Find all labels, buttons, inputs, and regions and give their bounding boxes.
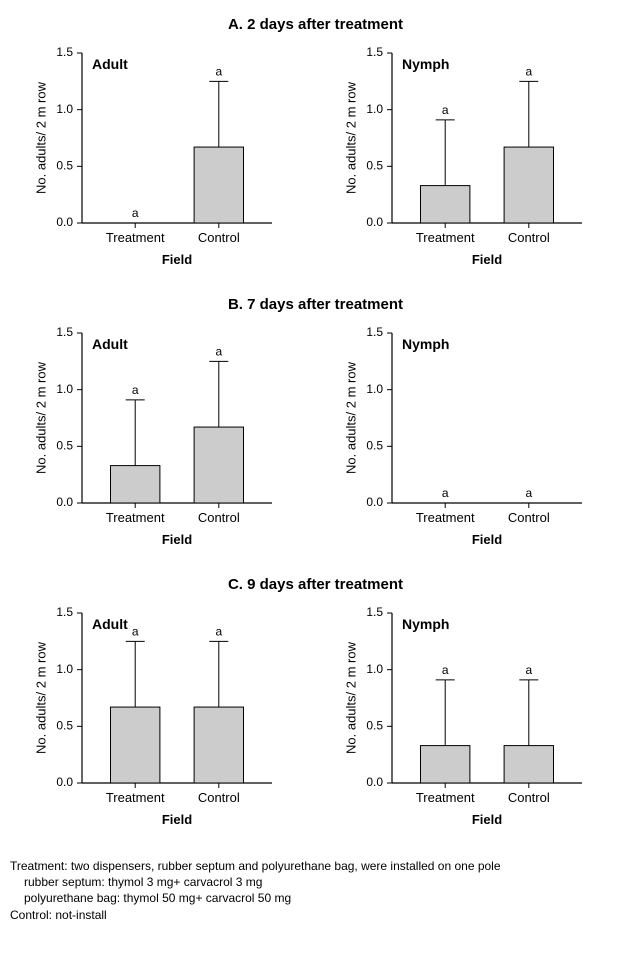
y-tick-label: 1.5 — [56, 605, 73, 619]
footnote-line: polyurethane bag: thymol 50 mg+ carvacro… — [10, 890, 621, 906]
y-axis-label: No. adults/ 2 m row — [33, 361, 48, 474]
x-tick-label: Control — [507, 510, 549, 525]
y-axis-label: No. adults/ 2 m row — [33, 81, 48, 194]
y-axis-label: No. adults/ 2 m row — [343, 361, 358, 474]
chart-panel: 0.0 0.5 1.0 1.5 No. adults/ 2 m row Treatment… — [336, 35, 606, 285]
significance-label: a — [215, 624, 222, 638]
x-tick-label: Control — [197, 510, 239, 525]
y-tick-label: 0.5 — [366, 719, 383, 733]
significance-label: a — [215, 344, 222, 358]
x-tick-label: Control — [197, 790, 239, 805]
y-tick-label: 1.0 — [366, 102, 383, 116]
x-axis-label: Field — [471, 532, 501, 547]
bar — [194, 707, 243, 783]
panel-inside-label: Nymph — [402, 336, 449, 352]
significance-label: a — [525, 64, 532, 78]
bar — [504, 147, 553, 223]
panel: 0.0 0.5 1.0 1.5 No. adults/ 2 m row Treatment… — [26, 595, 296, 850]
bar — [504, 746, 553, 783]
row-title: B. 7 days after treatment — [10, 296, 621, 313]
y-tick-label: 0.0 — [366, 215, 383, 229]
y-tick-label: 1.0 — [56, 662, 73, 676]
footnote-line: Control: not-install — [10, 907, 621, 923]
y-tick-label: 1.5 — [56, 325, 73, 339]
panel-row: 0.0 0.5 1.0 1.5 No. adults/ 2 m row Treatment… — [10, 35, 621, 290]
figure: A. 2 days after treatment 0.0 0.5 1.0 1.5 No.… — [10, 16, 621, 923]
y-tick-label: 1.0 — [56, 102, 73, 116]
bar — [110, 707, 159, 783]
bar — [110, 466, 159, 503]
y-tick-label: 0.0 — [56, 495, 73, 509]
panel: 0.0 0.5 1.0 1.5 No. adults/ 2 m row Treatment… — [26, 315, 296, 570]
panel-inside-label: Nymph — [402, 56, 449, 72]
y-tick-label: 0.5 — [56, 159, 73, 173]
significance-label: a — [441, 103, 448, 117]
y-tick-label: 1.0 — [366, 382, 383, 396]
significance-label: a — [441, 486, 448, 500]
chart-panel: 0.0 0.5 1.0 1.5 No. adults/ 2 m row Treatment… — [336, 595, 606, 845]
x-axis-label: Field — [161, 252, 191, 267]
chart-panel: 0.0 0.5 1.0 1.5 No. adults/ 2 m row Treatment… — [26, 595, 296, 845]
x-axis-label: Field — [471, 812, 501, 827]
y-axis-label: No. adults/ 2 m row — [343, 81, 358, 194]
x-tick-label: Control — [507, 230, 549, 245]
panel: 0.0 0.5 1.0 1.5 No. adults/ 2 m row Treatment… — [336, 315, 606, 570]
panel: 0.0 0.5 1.0 1.5 No. adults/ 2 m row Treatment… — [26, 35, 296, 290]
panel-row: 0.0 0.5 1.0 1.5 No. adults/ 2 m row Treatment… — [10, 315, 621, 570]
x-tick-label: Treatment — [105, 510, 164, 525]
x-tick-label: Control — [197, 230, 239, 245]
panel: 0.0 0.5 1.0 1.5 No. adults/ 2 m row Treatment… — [336, 595, 606, 850]
footnote: Treatment: two dispensers, rubber septum… — [10, 858, 621, 923]
y-tick-label: 0.5 — [366, 439, 383, 453]
y-tick-label: 1.5 — [366, 605, 383, 619]
bar — [194, 147, 243, 223]
significance-label: a — [525, 486, 532, 500]
significance-label: a — [441, 663, 448, 677]
significance-label: a — [131, 624, 138, 638]
x-tick-label: Treatment — [415, 510, 474, 525]
x-axis-label: Field — [161, 532, 191, 547]
y-tick-label: 1.0 — [366, 662, 383, 676]
footnote-line: Treatment: two dispensers, rubber septum… — [10, 858, 621, 874]
y-axis-label: No. adults/ 2 m row — [33, 641, 48, 754]
y-tick-label: 0.5 — [366, 159, 383, 173]
y-tick-label: 1.0 — [56, 382, 73, 396]
y-tick-label: 1.5 — [366, 45, 383, 59]
significance-label: a — [525, 663, 532, 677]
significance-label: a — [131, 383, 138, 397]
panel-inside-label: Adult — [92, 56, 128, 72]
panel-row: 0.0 0.5 1.0 1.5 No. adults/ 2 m row Treatment… — [10, 595, 621, 850]
x-tick-label: Treatment — [105, 230, 164, 245]
chart-panel: 0.0 0.5 1.0 1.5 No. adults/ 2 m row Treatment… — [26, 35, 296, 285]
panel-inside-label: Adult — [92, 616, 128, 632]
x-tick-label: Treatment — [105, 790, 164, 805]
y-tick-label: 0.5 — [56, 439, 73, 453]
chart-panel: 0.0 0.5 1.0 1.5 No. adults/ 2 m row Treatment… — [336, 315, 606, 565]
y-tick-label: 1.5 — [366, 325, 383, 339]
row-title: A. 2 days after treatment — [10, 16, 621, 33]
x-tick-label: Control — [507, 790, 549, 805]
significance-label: a — [215, 64, 222, 78]
bar — [420, 186, 469, 223]
row-title: C. 9 days after treatment — [10, 576, 621, 593]
bar — [420, 746, 469, 783]
panel: 0.0 0.5 1.0 1.5 No. adults/ 2 m row Treatment… — [336, 35, 606, 290]
y-tick-label: 0.0 — [56, 775, 73, 789]
y-tick-label: 0.0 — [366, 495, 383, 509]
chart-panel: 0.0 0.5 1.0 1.5 No. adults/ 2 m row Treatment… — [26, 315, 296, 565]
panel-inside-label: Nymph — [402, 616, 449, 632]
y-tick-label: 1.5 — [56, 45, 73, 59]
x-axis-label: Field — [161, 812, 191, 827]
x-tick-label: Treatment — [415, 790, 474, 805]
bar — [194, 427, 243, 503]
y-tick-label: 0.5 — [56, 719, 73, 733]
y-axis-label: No. adults/ 2 m row — [343, 641, 358, 754]
x-tick-label: Treatment — [415, 230, 474, 245]
footnote-line: rubber septum: thymol 3 mg+ carvacrol 3 … — [10, 874, 621, 890]
y-tick-label: 0.0 — [366, 775, 383, 789]
x-axis-label: Field — [471, 252, 501, 267]
y-tick-label: 0.0 — [56, 215, 73, 229]
panel-inside-label: Adult — [92, 336, 128, 352]
significance-label: a — [131, 206, 138, 220]
